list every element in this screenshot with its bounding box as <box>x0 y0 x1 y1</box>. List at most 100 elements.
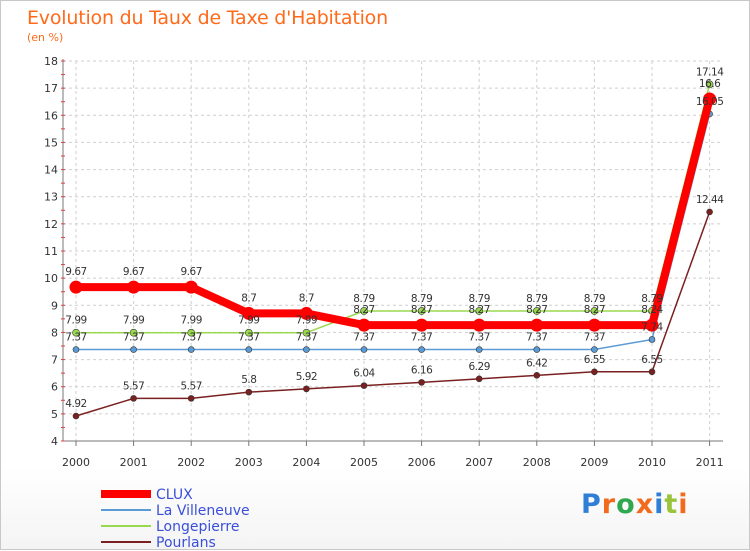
data-label-pourlans: 5.8 <box>241 374 256 386</box>
y-tick-label: 4 <box>51 435 58 448</box>
proxiti-logo: Proxiti <box>581 489 689 520</box>
data-label-clux: 9.67 <box>65 266 86 278</box>
data-label-clux: 8.27 <box>469 304 490 316</box>
data-point-pourlans <box>72 412 80 420</box>
data-label-longepierre: 8.79 <box>469 293 490 305</box>
data-label-longepierre: 8.79 <box>526 293 547 305</box>
data-label-clux: 8.27 <box>526 304 547 316</box>
data-point-clux <box>645 318 659 332</box>
data-label-clux: 8.24 <box>641 304 663 316</box>
logo-letter: P <box>581 489 602 520</box>
data-point-la-villeneuve <box>533 346 541 353</box>
data-point-la-villeneuve <box>418 346 425 353</box>
data-label-la-villeneuve: 7.37 <box>181 332 202 344</box>
data-label-longepierre: 7.99 <box>238 315 259 327</box>
data-label-pourlans: 6.55 <box>584 354 605 366</box>
data-label-pourlans: 6.42 <box>526 357 547 369</box>
series-line-la-villeneuve <box>76 113 711 351</box>
chart-title: Evolution du Taux de Taxe d'Habitation <box>27 7 388 29</box>
x-tick-label: 2006 <box>408 456 436 469</box>
y-tick-label: 13 <box>44 191 58 204</box>
data-label-la-villeneuve: 7.37 <box>65 332 86 344</box>
logo-letter: o <box>616 489 636 520</box>
data-point-longepierre <box>187 328 195 337</box>
legend-label-longepierre: Longepierre <box>156 519 239 535</box>
x-tick-label: 2011 <box>696 456 724 469</box>
data-label-la-villeneuve: 7.37 <box>584 332 605 344</box>
data-label-longepierre: 7.99 <box>65 315 86 327</box>
data-point-pourlans <box>360 382 368 389</box>
data-point-la-villeneuve <box>360 346 368 353</box>
data-point-longepierre <box>417 307 426 315</box>
data-point-longepierre <box>72 328 80 337</box>
data-labels: 9.67 9.67 9.678.7 8.78.27 8.27 8.27 8.27 8.27 8.… <box>65 66 724 410</box>
data-label-pourlans: 6.29 <box>469 361 490 373</box>
data-label-clux: 9.67 <box>181 266 202 278</box>
x-tick-label: 2007 <box>465 456 493 469</box>
logo-letter: i <box>678 489 689 520</box>
data-point-la-villeneuve <box>648 336 656 343</box>
y-tick-label: 16 <box>44 109 58 122</box>
data-point-clux <box>69 280 83 294</box>
data-label-pourlans: 5.57 <box>181 380 202 392</box>
y-tick-label: 7 <box>51 354 58 367</box>
series-line-pourlans <box>75 211 711 417</box>
data-point-longepierre <box>360 307 368 315</box>
y-tick-label: 9 <box>51 299 58 312</box>
logo-letter: t <box>664 489 679 520</box>
data-point-pourlans <box>475 375 483 383</box>
y-tick-label: 6 <box>51 381 58 394</box>
data-point-la-villeneuve <box>591 346 598 353</box>
data-point-clux <box>415 318 429 332</box>
data-point-la-villeneuve <box>187 346 195 353</box>
y-tick-label: 11 <box>44 245 58 258</box>
series-line-clux <box>76 98 714 330</box>
data-point-clux <box>472 318 486 332</box>
data-point-pourlans <box>130 395 137 402</box>
data-label-longepierre: 7.99 <box>296 315 317 327</box>
data-label-pourlans: 12.44 <box>696 194 724 206</box>
legend-label-la-villeneuve: La Villeneuve <box>156 503 250 519</box>
data-label-la-villeneuve: 7.37 <box>353 332 374 344</box>
data-label-la-villeneuve: 16.05 <box>696 96 724 108</box>
data-label-la-villeneuve: 7.37 <box>238 332 259 344</box>
data-point-pourlans <box>418 379 425 386</box>
data-point-longepierre <box>302 328 311 337</box>
data-label-longepierre: 8.79 <box>584 293 605 305</box>
data-label-la-villeneuve: 7.37 <box>123 332 144 344</box>
data-label-longepierre: 8.79 <box>411 293 432 305</box>
y-tick-label: 18 <box>44 55 58 68</box>
data-point-la-villeneuve <box>475 346 483 353</box>
data-label-clux: 9.67 <box>123 266 144 278</box>
data-label-clux: 8.27 <box>411 304 432 316</box>
data-point-clux <box>127 280 141 294</box>
x-tick-label: 2008 <box>523 456 551 469</box>
y-tick-label: 8 <box>51 326 58 339</box>
data-point-longepierre <box>590 307 599 315</box>
data-label-longepierre: 7.99 <box>123 315 144 327</box>
data-label-pourlans: 5.92 <box>296 371 317 383</box>
data-point-longepierre <box>129 328 138 337</box>
data-point-longepierre <box>245 328 253 337</box>
data-point-clux <box>242 306 256 320</box>
chart-subtitle: (en %) <box>27 31 64 44</box>
gridlines <box>63 60 723 442</box>
x-tick-label: 2001 <box>120 456 148 469</box>
data-point-pourlans <box>533 372 541 379</box>
data-label-clux: 8.7 <box>299 292 314 304</box>
data-label-pourlans: 5.57 <box>123 380 144 392</box>
data-label-longepierre: 7.99 <box>181 315 202 327</box>
data-point-la-villeneuve <box>130 346 137 353</box>
data-label-pourlans: 4.92 <box>65 398 86 410</box>
data-point-clux <box>299 306 313 320</box>
x-tick-label: 2002 <box>177 456 205 469</box>
y-tick-label: 14 <box>44 164 58 177</box>
data-point-pourlans <box>648 368 656 376</box>
data-label-longepierre: 8.79 <box>353 293 374 305</box>
data-point-pourlans <box>187 395 195 402</box>
x-tick-label: 2003 <box>235 456 263 469</box>
y-tick-label: 10 <box>44 272 58 285</box>
data-label-clux: 8.27 <box>353 304 374 316</box>
x-tick-label: 2000 <box>62 456 90 469</box>
data-point-la-villeneuve <box>303 346 310 353</box>
